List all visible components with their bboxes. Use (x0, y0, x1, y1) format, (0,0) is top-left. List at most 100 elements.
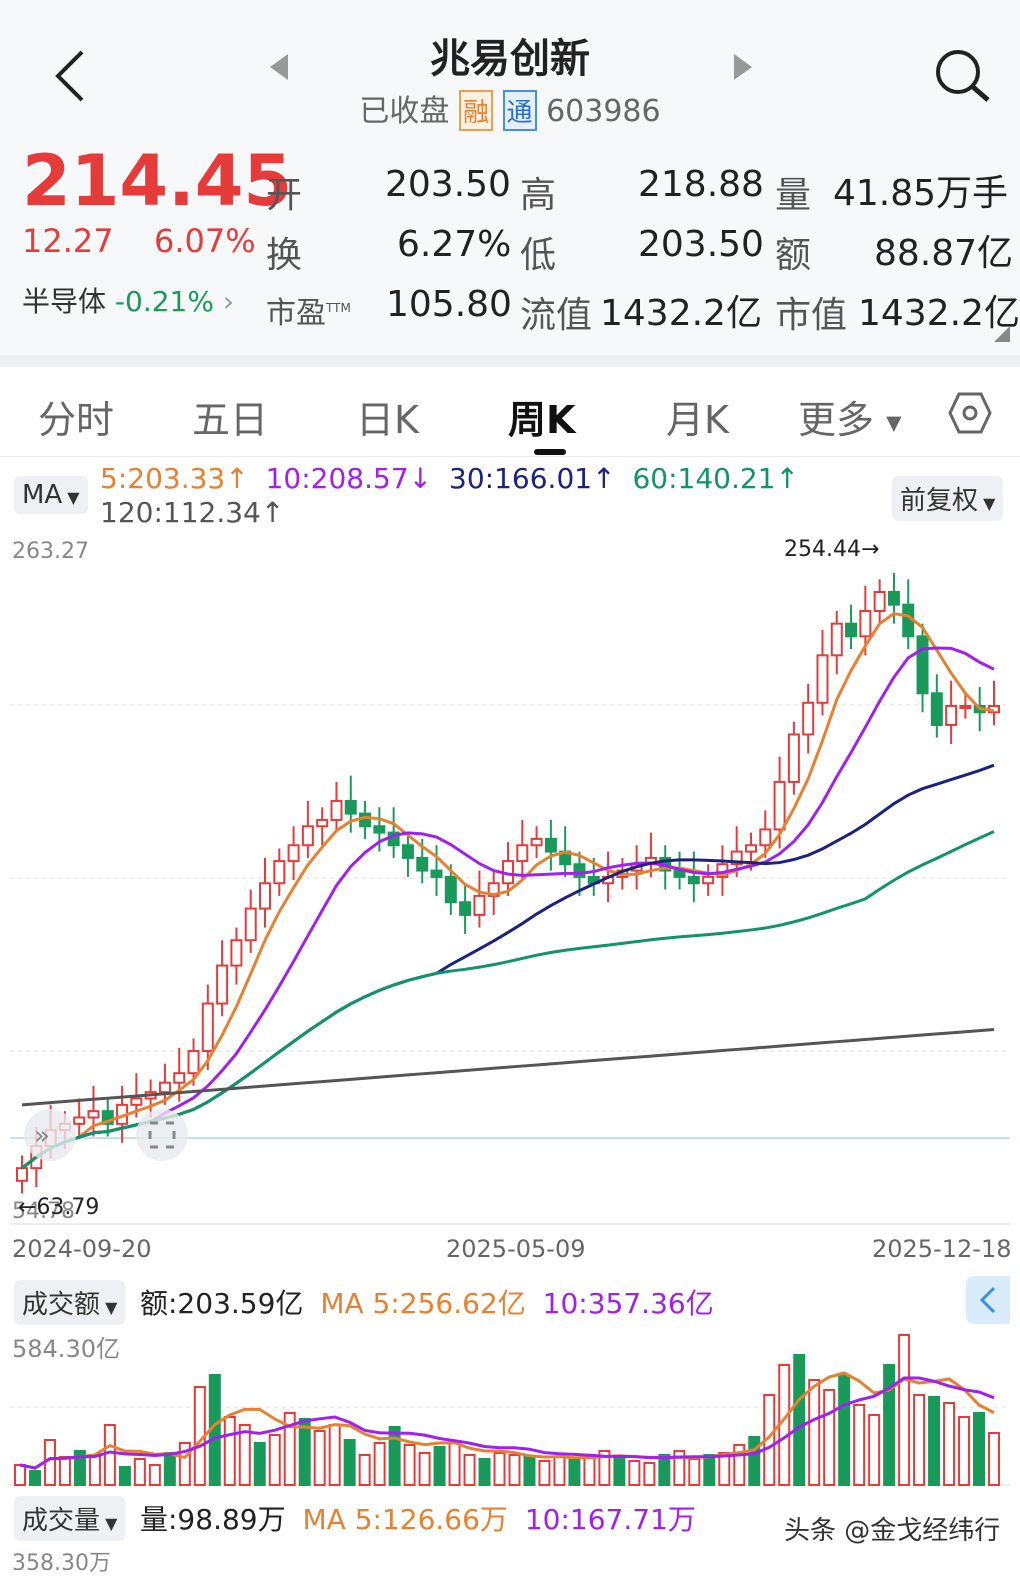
candle-body (158, 1081, 171, 1094)
volume-selector[interactable]: 成交量 ▼ (14, 1496, 126, 1541)
turnover-bar (553, 1456, 566, 1486)
turnover-bar (703, 1454, 716, 1486)
caret-down-icon: ▼ (62, 488, 80, 507)
candle-body (759, 828, 772, 847)
turnover-bar (793, 1354, 806, 1486)
candle-body (344, 799, 357, 815)
turnover-bar (373, 1442, 386, 1486)
candle-body (573, 863, 586, 878)
chart-top-price: 263.27 (12, 539, 89, 564)
adjust-selector-label: 前复权 (900, 486, 979, 516)
ma-selector-label: MA (22, 480, 63, 510)
turnover-bar (58, 1456, 71, 1486)
prev-stock-icon[interactable] (270, 54, 290, 84)
volume-ma10: 10:167.71万 (524, 1503, 696, 1536)
candle-body (859, 610, 872, 638)
turnover-bar (268, 1434, 281, 1486)
turnover-bar (298, 1418, 311, 1486)
turnover-bar (433, 1446, 446, 1486)
turnover-selector[interactable]: 成交额 ▼ (14, 1280, 126, 1325)
tab-weekly-k[interactable]: 周K (508, 398, 576, 442)
ma-selector[interactable]: MA ▼ (14, 476, 88, 514)
turnover-bar (223, 1416, 236, 1486)
sector-link[interactable]: 半导体 -0.21% › (22, 280, 234, 320)
candle-body (702, 875, 715, 885)
active-tab-indicator (534, 449, 566, 455)
turnover-bar (178, 1442, 191, 1486)
turnover-chart[interactable]: 584.30亿 (0, 1325, 1020, 1490)
tab-more[interactable]: 更多 ▼ (798, 389, 902, 444)
candle-body (444, 875, 457, 904)
kline-chart[interactable]: 263.27 254.44→ 54.78 ←63.79 2024-09-20 2… (0, 530, 1020, 1270)
tab-intraday[interactable]: 分时 (38, 398, 115, 442)
turnover-ma10: 10:357.36亿 (542, 1287, 714, 1320)
stock-code: 603986 (546, 94, 661, 129)
back-icon[interactable] (50, 48, 90, 104)
turnover-bar (733, 1444, 746, 1486)
turnover-bar (658, 1454, 671, 1486)
candle-body (187, 1050, 200, 1075)
scroll-left-overlay-icon[interactable]: » (24, 1109, 76, 1161)
turnover-bar (133, 1458, 146, 1486)
sector-change: -0.21% (114, 285, 214, 318)
chart-max-marker: 254.44→ (784, 537, 879, 562)
tab-five-day[interactable]: 五日 (192, 398, 269, 442)
tab-more-label: 更多 (798, 398, 875, 442)
turnover-ma5-line (19, 1371, 995, 1470)
fullscreen-overlay-icon[interactable] (136, 1109, 188, 1161)
ma30-arrow: ↑ (592, 462, 616, 495)
turnover-selector-label: 成交额 (22, 1290, 101, 1320)
turnover-bar (538, 1460, 551, 1486)
ma10-line (21, 646, 995, 1170)
next-stock-icon[interactable] (732, 54, 752, 84)
turnover-bar (823, 1389, 836, 1486)
badge-rong: 融 (458, 90, 493, 131)
candle-body (101, 1110, 114, 1125)
turnover-bar (583, 1454, 596, 1486)
candle-body (473, 894, 486, 916)
turnover-bar (14, 1464, 26, 1486)
turnover-bar (463, 1454, 476, 1486)
badge-tong: 通 (502, 90, 537, 131)
turnover-bar (853, 1404, 866, 1486)
turnover-bar (328, 1424, 341, 1486)
candle-body (416, 856, 429, 872)
turnover-bar (928, 1396, 941, 1486)
date-start: 2024-09-20 (12, 1235, 151, 1263)
turnover-bar (118, 1466, 131, 1486)
candle-body (787, 733, 800, 783)
turnover-bar (883, 1364, 896, 1486)
candle-body (244, 907, 257, 942)
caret-down-icon: ▼ (886, 410, 902, 435)
turnover-bar (523, 1456, 536, 1486)
settings-hexagon-icon[interactable] (948, 391, 992, 439)
stat-value-open: 203.50 (385, 164, 511, 205)
price-change: 12.27 (22, 222, 114, 260)
ma60-value: 60:140.21 (632, 462, 776, 495)
chevron-left-icon (979, 1286, 996, 1314)
stat-value-market-cap: 1432.2亿 (858, 293, 1020, 334)
collapse-panel-button[interactable] (966, 1276, 1010, 1324)
turnover-bar (103, 1424, 116, 1486)
tab-monthly-k[interactable]: 月K (666, 398, 729, 442)
turnover-bar (613, 1456, 626, 1486)
turnover-bar (568, 1458, 581, 1486)
candle-body (773, 780, 786, 831)
candle-body (745, 844, 757, 853)
stat-value-high: 218.88 (638, 164, 764, 205)
tab-daily-k[interactable]: 日K (356, 398, 419, 442)
candle-body (301, 825, 314, 847)
candle-body (887, 591, 900, 606)
stat-value-low: 203.50 (638, 224, 764, 265)
candle-body (730, 850, 743, 866)
ma120-arrow: ↑ (260, 496, 285, 529)
expand-corner-icon[interactable] (994, 326, 1010, 346)
turnover-bar (418, 1452, 431, 1486)
candle-body (230, 939, 243, 967)
adjust-selector[interactable]: 前复权 ▼ (892, 476, 1004, 521)
turnover-bar (988, 1432, 1000, 1486)
search-icon[interactable] (932, 46, 992, 110)
turnover-bar (253, 1442, 266, 1486)
turnover-bar (403, 1444, 416, 1486)
turnover-bar (88, 1454, 101, 1486)
